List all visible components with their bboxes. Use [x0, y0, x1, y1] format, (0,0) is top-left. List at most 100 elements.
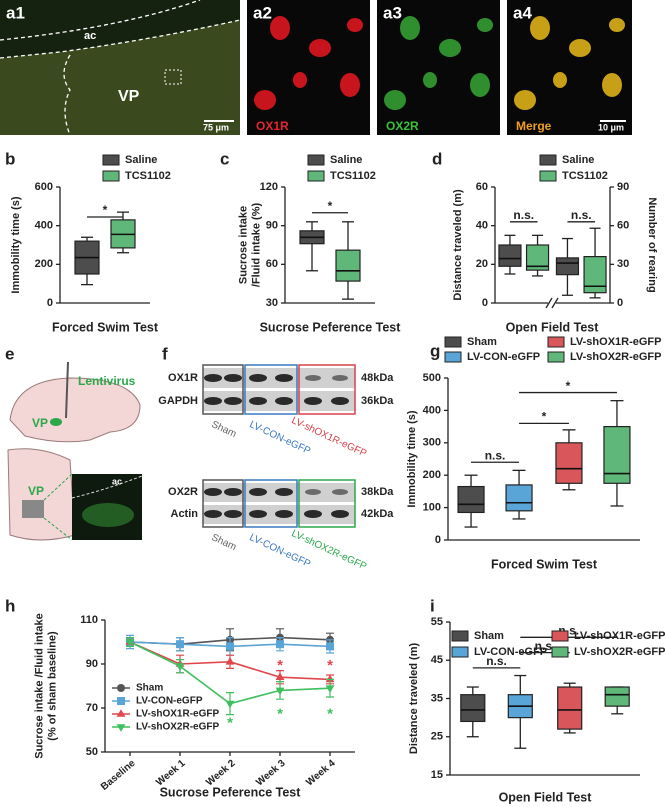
legend-label: LV-CON-eGFP — [474, 646, 547, 658]
x-axis-title: Open Field Test — [506, 320, 600, 334]
y-tick-label: 400 — [35, 220, 53, 232]
legend-label: TCS1102 — [125, 170, 171, 182]
panel-label: e — [5, 344, 14, 363]
x-axis-title: Open Field Test — [499, 790, 593, 804]
bands — [204, 488, 349, 518]
injection-site — [50, 418, 62, 426]
x-tick-label: Week 3 — [254, 758, 288, 789]
x-tick-label: Week 1 — [154, 758, 188, 789]
y-axis-title: Sucrose intake /Fluid intake — [33, 613, 45, 759]
sagittal-brain — [9, 377, 141, 443]
legend-label: LV-shOX2R-eGFP — [574, 646, 665, 658]
inset-box — [164, 69, 182, 85]
label: Lentivirus — [78, 374, 136, 388]
group-frame — [244, 479, 298, 528]
legend-swatch — [102, 154, 120, 166]
legend-label: Sham — [467, 336, 497, 348]
x-tick-label: Week 2 — [204, 758, 238, 789]
marker — [225, 657, 235, 665]
annotation: n.s. — [571, 208, 592, 222]
panel-label: c — [220, 149, 229, 168]
axis-break — [551, 297, 559, 309]
y-tick-label: 200 — [423, 469, 441, 481]
marker — [326, 642, 334, 651]
y-tick-label: 50 — [86, 746, 98, 758]
x-axis-title: Forced Swim Test — [52, 320, 159, 334]
annotation: n.s. — [513, 208, 534, 222]
y-tick-label: 60 — [266, 258, 278, 270]
legend-marker — [116, 709, 126, 717]
box — [557, 686, 583, 730]
y-tick-label: 600 — [35, 181, 53, 193]
y-tick-label: 400 — [423, 404, 441, 416]
size-label: 36kDa — [361, 395, 394, 407]
marker — [275, 687, 285, 696]
y-tick-label: 90 — [86, 658, 98, 670]
y-tick-label: 45 — [431, 654, 443, 666]
target-area — [22, 500, 44, 518]
channel-label: OX1R — [256, 119, 289, 133]
legend-label: LV-shOX1R-eGFP — [570, 336, 661, 348]
y-tick-label: 0 — [47, 297, 53, 309]
annotation: * — [103, 203, 108, 217]
box — [460, 694, 486, 723]
cells — [384, 16, 493, 110]
marker — [325, 685, 335, 693]
y-tick-label: 300 — [423, 437, 441, 449]
legend-swatch — [444, 351, 462, 363]
scale-label: 10 μm — [598, 122, 624, 132]
size-label: 38kDa — [361, 486, 394, 498]
x-axis-title: Sucrose Peference Test — [260, 320, 402, 334]
y-tick-label: 15 — [431, 769, 443, 781]
marker — [176, 640, 184, 649]
box — [335, 249, 361, 282]
box — [604, 686, 630, 707]
needle — [65, 361, 69, 419]
boundary — [0, 0, 201, 41]
band-label: Actin — [171, 508, 199, 520]
y-tick-label: 60 — [476, 181, 488, 193]
marker — [276, 640, 284, 649]
legend-swatch — [551, 630, 569, 642]
y2-axis-title: Number of rearing — [646, 197, 658, 292]
group-frame — [202, 479, 244, 528]
group-frame — [298, 364, 356, 415]
legend-marker — [116, 724, 126, 732]
y-tick-label: 20 — [476, 258, 488, 270]
axis-break — [548, 300, 556, 306]
x-tick-label: Week 4 — [304, 758, 338, 789]
legend-label: LV-shOX1R-eGFP — [136, 709, 219, 720]
legend-label: Saline — [125, 154, 157, 166]
band-label: OX2R — [168, 486, 198, 498]
scale-label: 75 μm — [203, 122, 229, 132]
tissue-region — [0, 0, 240, 58]
y-tick-label: 90 — [617, 181, 629, 193]
group-frame — [244, 364, 298, 415]
channel-label: Merge — [516, 119, 552, 133]
legend-swatch — [102, 170, 120, 182]
y-tick-label: 70 — [86, 702, 98, 714]
axis-break — [545, 297, 553, 309]
legend-swatch — [547, 336, 565, 348]
annotation: n.s. — [486, 654, 507, 668]
annotation: n.s. — [535, 639, 556, 653]
y-tick-label: 30 — [266, 297, 278, 309]
region-label: ac — [84, 30, 96, 42]
y-axis-title: /Fluid intake (%) — [250, 202, 262, 287]
annotation: * — [327, 657, 333, 674]
marker — [125, 639, 135, 647]
label: VP — [28, 484, 44, 498]
x-axis-title: Forced Swim Test — [491, 557, 598, 571]
bands — [204, 374, 349, 405]
group-frame — [298, 479, 356, 528]
box — [555, 442, 583, 484]
y-tick-label: 200 — [35, 258, 53, 270]
y-axis-title: Immobility time (s) — [10, 196, 22, 294]
legend-swatch — [451, 630, 469, 642]
y-tick-label: 40 — [476, 220, 488, 232]
marker — [325, 674, 335, 683]
boundary — [0, 19, 241, 59]
annotation: * — [277, 657, 283, 674]
